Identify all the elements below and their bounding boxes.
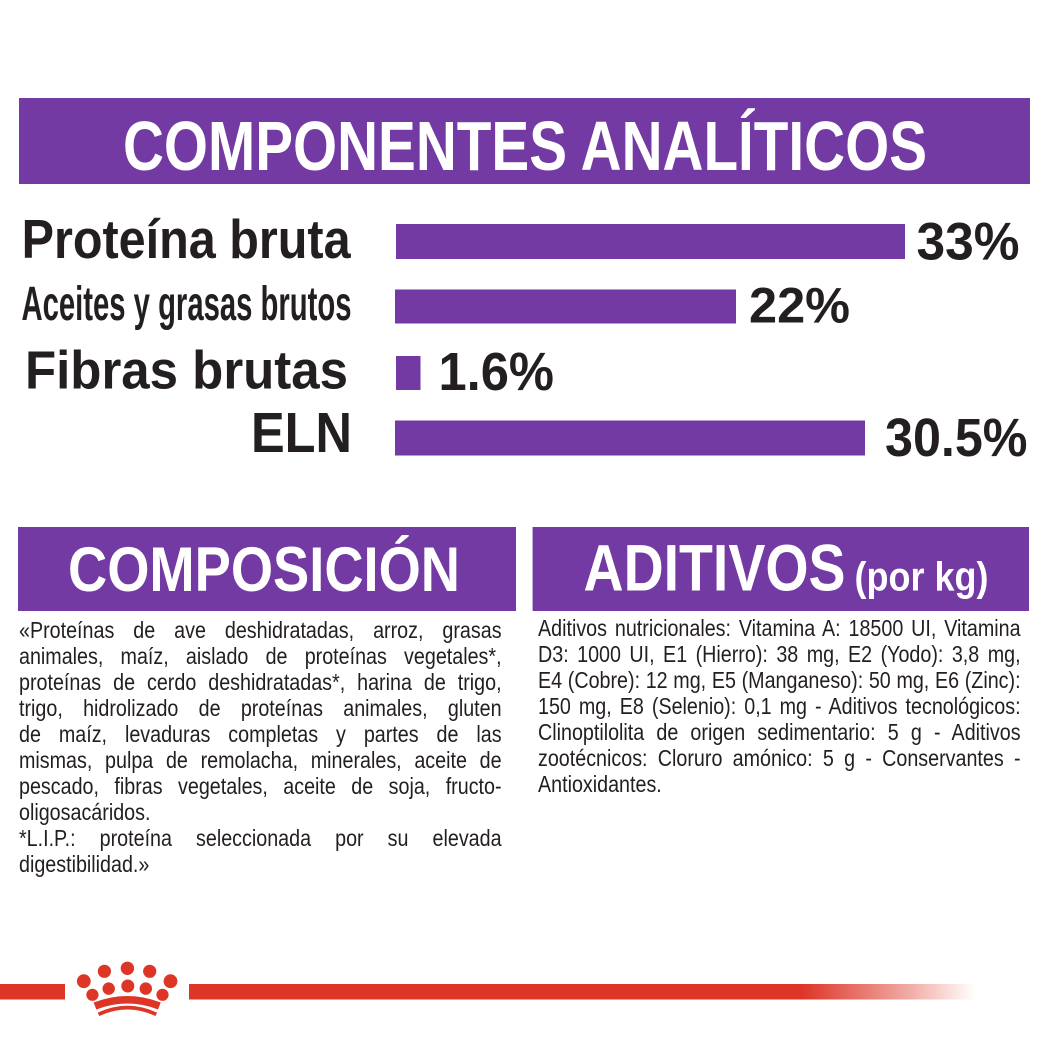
svg-text:30.5%: 30.5% (885, 409, 1028, 468)
svg-text:ADITIVOS: ADITIVOS (584, 531, 846, 605)
svg-text:COMPONENTES ANALÍTICOS: COMPONENTES ANALÍTICOS (123, 107, 927, 185)
svg-text:1.6%: 1.6% (439, 343, 555, 402)
svg-text:Aceites y grasas brutos: Aceites y grasas brutos (22, 278, 352, 331)
svg-text:22%: 22% (749, 278, 850, 334)
svg-text:33%: 33% (917, 213, 1020, 272)
svg-text:Proteína bruta: Proteína bruta (22, 208, 351, 270)
svg-text:Fibras brutas: Fibras brutas (25, 341, 348, 401)
svg-text:ELN: ELN (251, 401, 352, 464)
svg-text:COMPOSICIÓN: COMPOSICIÓN (68, 535, 460, 605)
svg-text:(por kg): (por kg) (855, 554, 989, 600)
